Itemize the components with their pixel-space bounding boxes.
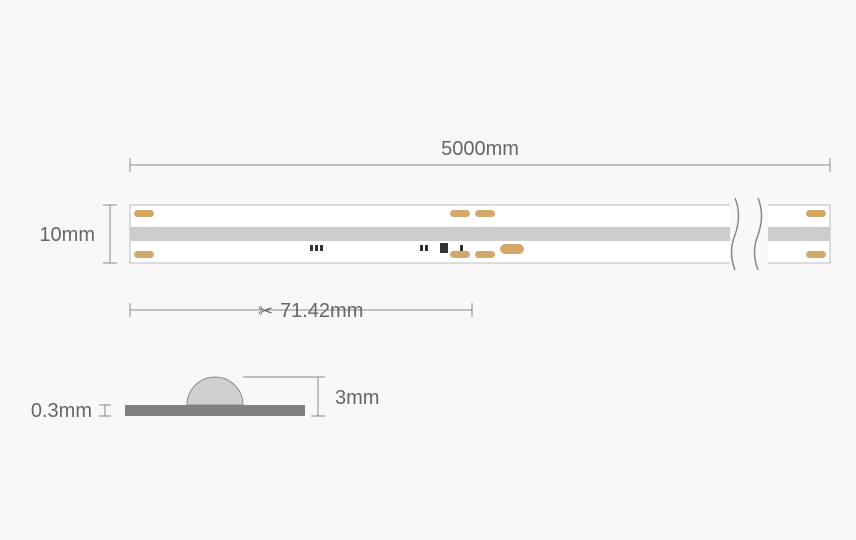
label-pcb-thickness: 0.3mm xyxy=(31,400,92,422)
label-cut-length: 71.42mm xyxy=(280,300,363,322)
dimension-total-length: 5000mm xyxy=(130,138,830,172)
led-strip-top-view xyxy=(130,198,830,270)
dimension-cut-length: ✂ 71.42mm xyxy=(130,300,472,322)
led-strip-diagram: 5000mm xyxy=(0,0,856,540)
dimension-pcb-thickness: 0.3mm xyxy=(31,400,111,422)
label-strip-width: 10mm xyxy=(39,224,95,246)
scissors-icon: ✂ xyxy=(258,301,273,321)
led-strip-cross-section xyxy=(125,377,305,416)
label-total-length: 5000mm xyxy=(441,138,519,160)
dimension-strip-width: 10mm xyxy=(39,205,117,263)
label-dome-height: 3mm xyxy=(335,387,379,409)
